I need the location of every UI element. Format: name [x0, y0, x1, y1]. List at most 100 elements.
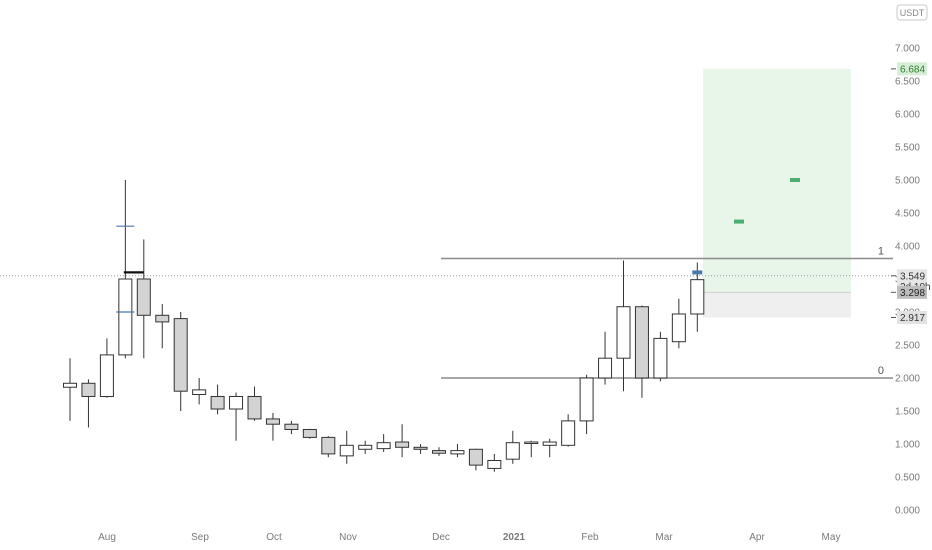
- y-tick-label: 2.000: [895, 374, 920, 385]
- candle-31: [634, 305, 649, 398]
- candle-4: [136, 239, 151, 359]
- y-tick-label: 4.500: [895, 209, 920, 220]
- candle-1: [81, 379, 96, 428]
- x-tick-label: Dec: [432, 532, 450, 543]
- candle-12: [284, 420, 299, 435]
- candle-body: [321, 436, 336, 455]
- annotation-markers: [116, 178, 800, 313]
- candle-body: [671, 313, 686, 343]
- candle-body: [229, 395, 244, 410]
- risk-zone: [703, 292, 851, 318]
- x-tick-label: Oct: [266, 532, 282, 543]
- candle-body: [524, 441, 539, 445]
- candle-body: [598, 357, 613, 379]
- candle-body: [155, 314, 170, 323]
- candle-body: [432, 450, 446, 454]
- y-tick-label: 4.000: [895, 242, 920, 253]
- candle-body: [376, 442, 391, 450]
- price-pill-bg: [897, 310, 927, 324]
- candle-body: [339, 444, 354, 457]
- candle-body: [690, 279, 705, 315]
- candle-body: [358, 444, 373, 450]
- candle-body: [99, 354, 114, 397]
- candle-29: [598, 331, 613, 385]
- candle-body: [450, 450, 465, 455]
- candle-body: [173, 318, 188, 392]
- candle-body: [136, 278, 151, 316]
- candle-17: [376, 434, 391, 452]
- y-tick-label: 7.000: [895, 44, 920, 55]
- candle-7: [192, 378, 207, 405]
- y-tick-label: 0.000: [895, 506, 920, 517]
- candle-body: [63, 382, 77, 388]
- candle-body: [505, 442, 520, 460]
- y-tick-label: 6.500: [895, 77, 920, 88]
- entry-price-label: 3.298: [891, 285, 927, 299]
- candle-body: [542, 441, 557, 446]
- price-pill-text: 3.298: [900, 288, 925, 299]
- candle-body: [265, 418, 280, 425]
- candle-body: [210, 395, 225, 410]
- candle-18: [395, 424, 410, 458]
- x-tick-label: Aug: [98, 532, 116, 543]
- target-price-label: 6.684: [891, 62, 927, 76]
- candle-14: [321, 436, 336, 458]
- candle-28: [579, 374, 594, 435]
- currency-badge[interactable]: USDT: [896, 4, 928, 21]
- candle-25: [524, 440, 539, 458]
- x-tick-label: May: [822, 532, 841, 543]
- candle-5: [155, 304, 170, 349]
- candle-body: [634, 306, 649, 379]
- fib-level-label-1: 0: [878, 365, 884, 377]
- candle-26: [542, 438, 557, 458]
- candle-body: [192, 389, 207, 396]
- candle-19: [413, 444, 428, 454]
- candle-9: [229, 392, 244, 441]
- candle-body: [81, 382, 96, 397]
- candle-33: [671, 298, 686, 349]
- x-tick-label: Mar: [655, 532, 673, 543]
- candle-body: [284, 423, 299, 430]
- candle-body: [579, 377, 594, 422]
- candle-body: [395, 441, 410, 448]
- candle-20: [432, 447, 446, 456]
- x-tick-label: 2021: [503, 532, 526, 543]
- candle-24: [505, 430, 520, 464]
- price-pill-bg: [897, 285, 927, 299]
- y-tick-label: 1.500: [895, 407, 920, 418]
- candle-23: [487, 453, 502, 472]
- candle-0: [63, 358, 77, 421]
- price-pill-text: 2.917: [900, 313, 925, 324]
- candle-body: [118, 278, 133, 356]
- candle-3: [118, 180, 133, 359]
- candle-11: [265, 412, 280, 441]
- price-pill-text: 3.549: [900, 271, 925, 282]
- candle-10: [247, 386, 262, 421]
- x-tick-label: Sep: [191, 532, 209, 543]
- x-tick-label: Feb: [581, 532, 599, 543]
- x-tick-label: Nov: [339, 532, 357, 543]
- fib-level-label-0: 1: [878, 246, 884, 258]
- candle-16: [358, 440, 373, 454]
- candle-6: [173, 312, 188, 411]
- candle-body: [616, 306, 631, 359]
- y-tick-label: 0.500: [895, 473, 920, 484]
- y-tick-label: 1.000: [895, 440, 920, 451]
- x-tick-label: Apr: [749, 532, 765, 543]
- y-tick-label: 6.000: [895, 110, 920, 121]
- candle-21: [450, 444, 465, 458]
- candle-body: [468, 448, 483, 466]
- candle-27: [561, 414, 576, 447]
- candles: [63, 180, 705, 472]
- candle-body: [487, 460, 502, 469]
- profit-zone: [703, 68, 851, 293]
- y-tick-label: 5.500: [895, 143, 920, 154]
- candle-15: [339, 430, 354, 464]
- candle-body: [413, 446, 428, 450]
- candle-8: [210, 384, 225, 415]
- candle-body: [653, 337, 668, 379]
- stop-price-label: 2.917: [891, 310, 927, 324]
- time-axis[interactable]: Aug Sep Oct Nov Dec 2021 Feb Mar Apr May: [98, 532, 840, 543]
- candle-body: [247, 395, 262, 420]
